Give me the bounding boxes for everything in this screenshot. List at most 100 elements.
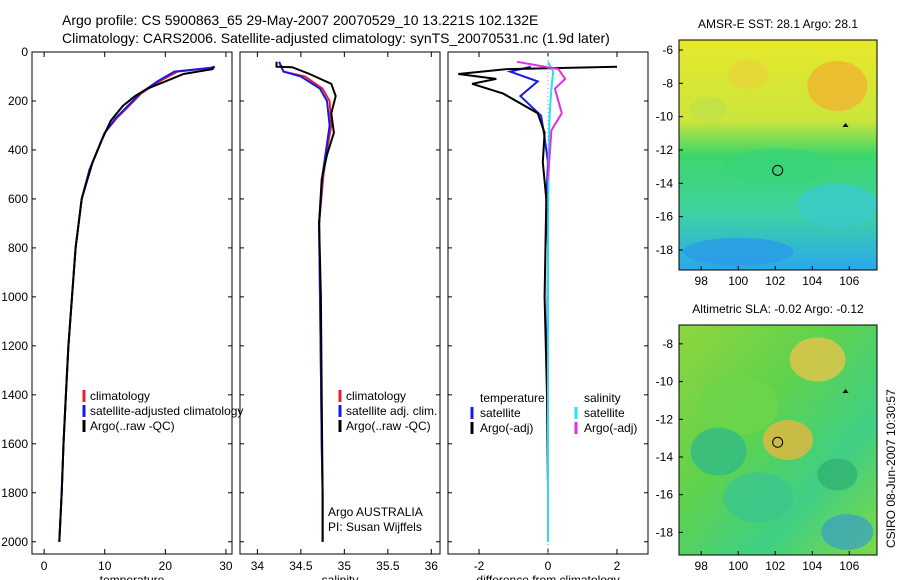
y-tick-label: -6 [662, 43, 673, 57]
island-marker [842, 388, 849, 393]
temperature-panel: 0 10 20 30 temperature 0 200 400 600 800 1000 1200 1… [1, 45, 243, 580]
y-tick-label: 1200 [1, 339, 28, 353]
y-tick-label: -16 [656, 210, 674, 224]
x-tick-label: 102 [765, 559, 785, 573]
plot-frame [239, 51, 441, 555]
y-tick-label: 800 [8, 241, 28, 255]
y-tick-label: 400 [8, 143, 28, 157]
y-tick-label: 600 [8, 192, 28, 206]
map-patch [789, 337, 846, 382]
island-marker [842, 123, 849, 127]
map-patch [723, 472, 794, 523]
x-axis-label: difference from climatology [476, 573, 619, 580]
x-tick-label: 0 [545, 559, 552, 573]
series-line-2 [547, 61, 555, 542]
plot-frame [31, 51, 233, 555]
map-patch [683, 237, 794, 266]
sla-map-panel: Altimetric SLA: -0.02 Argo: -0.12 98 100 10… [656, 302, 878, 573]
map-patch [728, 59, 769, 90]
series-line-0 [506, 65, 550, 542]
map-frame [678, 324, 878, 556]
x-tick-label: 104 [802, 274, 822, 288]
legend-label: Argo(-adj) [480, 421, 533, 435]
x-tick-label: -2 [474, 559, 485, 573]
map-patch [797, 183, 878, 228]
x-axis-label: salinity [322, 573, 359, 580]
y-tick-label: 1800 [1, 486, 28, 500]
y-tick-label: -10 [656, 110, 674, 124]
y-tick-label: 1600 [1, 437, 28, 451]
x-tick-label: 104 [802, 559, 822, 573]
y-tick-label: 0 [21, 45, 28, 59]
legend-label: Argo(..raw -QC) [346, 419, 431, 433]
y-tick-label: -10 [656, 375, 674, 389]
x-tick-label: 2 [614, 559, 621, 573]
legend-label: temperature [480, 391, 545, 405]
x-tick-label: 10 [98, 559, 112, 573]
float-marker [772, 164, 784, 176]
salinity-panel: 34 34.5 35 35.5 36 salinity climatologysatelli… [239, 51, 441, 580]
x-tick-label: 34 [251, 559, 265, 573]
y-tick-label: -12 [656, 412, 674, 426]
map-patch [690, 427, 747, 476]
y-tick-label: -18 [656, 243, 674, 257]
y-tick-label: 1400 [1, 388, 28, 402]
panel-annotation: PI: Susan Wijffels [328, 520, 422, 534]
x-tick-label: 20 [159, 559, 173, 573]
header-line1: Argo profile: CS 5900863_65 29-May-2007 … [62, 12, 538, 28]
y-tick-label: 1000 [1, 290, 28, 304]
y-tick-label: -14 [656, 450, 674, 464]
y-tick-label: -8 [662, 76, 673, 90]
x-tick-label: 106 [839, 559, 859, 573]
map-patch [690, 97, 727, 121]
series-line-3 [516, 60, 567, 180]
x-tick-label: 106 [839, 274, 859, 288]
x-tick-label: 34.5 [289, 559, 313, 573]
x-axis-label: temperature [100, 573, 165, 580]
legend-label: salinity [584, 391, 621, 405]
map-patch [723, 148, 833, 185]
x-tick-label: 100 [728, 559, 748, 573]
y-tick-label: 200 [8, 94, 28, 108]
map-frame [678, 39, 878, 271]
series-line-0 [58, 65, 216, 542]
series-line-1 [458, 65, 618, 493]
y-tick-label: -18 [656, 525, 674, 539]
series-line-2 [275, 61, 337, 542]
series-line-2 [58, 66, 215, 542]
sst-map-panel: AMSR-E SST: 28.1 Argo: 28.1 98 100 102 104 10… [656, 17, 878, 288]
legend-label: satellite [480, 406, 521, 420]
series-line-0 [278, 61, 333, 542]
header-line2: Climatology: CARS2006. Satellite-adjuste… [62, 30, 610, 46]
map-patch [762, 420, 813, 460]
legend-label: climatology [90, 389, 150, 403]
x-tick-label: 36 [425, 559, 439, 573]
x-tick-label: 98 [695, 559, 709, 573]
x-tick-label: 35.5 [376, 559, 400, 573]
series-line-1 [58, 65, 215, 542]
legend-label: satellite-adjusted climatology [90, 404, 243, 418]
map-patch [698, 375, 779, 436]
legend-label: Argo(..raw -QC) [90, 419, 175, 433]
y-tick-label: -16 [656, 488, 674, 502]
side-stamp: CSIRO 08-Jun-2007 10:30:57 [884, 389, 898, 548]
panel-annotation: Argo AUSTRALIA [328, 505, 423, 519]
y-tick-label: -14 [656, 176, 674, 190]
map-title: AMSR-E SST: 28.1 Argo: 28.1 [698, 17, 858, 31]
y-tick-label: -8 [662, 337, 673, 351]
map-patch [817, 458, 858, 491]
legend-label: satellite adj. clim. [346, 404, 437, 418]
y-tick-label: 2000 [1, 535, 28, 549]
legend-label: satellite [584, 406, 625, 420]
map-patch [821, 514, 874, 550]
x-tick-label: 98 [695, 274, 709, 288]
legend: temperaturesatelliteArgo(-adj)salinitysa… [470, 391, 637, 435]
x-tick-label: 0 [41, 559, 48, 573]
x-tick-label: 35 [338, 559, 352, 573]
x-tick-label: 30 [219, 559, 233, 573]
map-patch [807, 61, 868, 111]
